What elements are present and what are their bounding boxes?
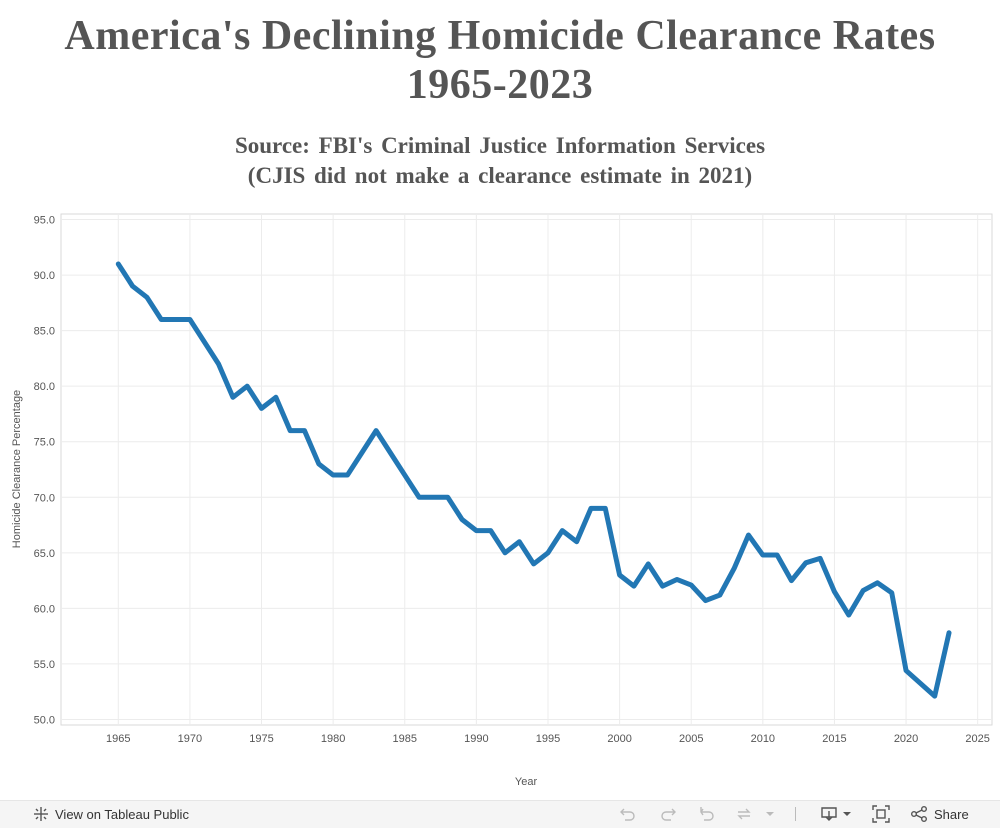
x-tick-label: 2010 [751, 733, 775, 745]
y-axis-ticks: 50.0 55.0 60.0 65.0 70.0 75.0 80.0 85.0 90.0 95.0 [34, 215, 55, 727]
undo-icon [620, 808, 635, 821]
redo-icon [661, 808, 676, 821]
x-tick-label: 1990 [464, 733, 488, 745]
share-button[interactable]: Share [910, 806, 969, 822]
y-tick-label: 75.0 [34, 437, 55, 449]
chart-subtitle: Source: FBI's Criminal Justice Informati… [0, 131, 1000, 191]
x-tick-label: 2000 [607, 733, 631, 745]
clearance-rate-line[interactable] [115, 261, 952, 699]
x-tick-label: 1970 [178, 733, 202, 745]
x-tick-label: 1975 [249, 733, 273, 745]
y-tick-label: 60.0 [34, 603, 55, 615]
y-tick-label: 50.0 [34, 714, 55, 726]
x-axis-label: Year [515, 776, 538, 788]
chart-subtitle-line-2: (CJIS did not make a clearance estimate … [247, 163, 753, 188]
chart-title-line-1: America's Declining Homicide Clearance R… [64, 13, 936, 59]
x-tick-label: 1980 [321, 733, 345, 745]
view-on-tableau-label: View on Tableau Public [55, 806, 189, 822]
y-tick-label: 85.0 [34, 326, 55, 338]
fullscreen-icon [872, 805, 890, 823]
download-icon [821, 807, 851, 821]
refresh-button[interactable] [734, 805, 754, 823]
chart-title: America's Declining Homicide Clearance R… [0, 12, 1000, 110]
y-tick-label: 70.0 [34, 492, 55, 504]
dropdown-arrow-icon [766, 812, 774, 816]
y-tick-label: 90.0 [34, 270, 55, 282]
revert-button[interactable] [698, 805, 716, 823]
fullscreen-button[interactable] [872, 805, 890, 823]
y-tick-label: 95.0 [34, 215, 55, 227]
view-on-tableau-link[interactable]: View on Tableau Public [33, 806, 189, 822]
x-tick-label: 2020 [894, 733, 918, 745]
y-axis-label: Homicide Clearance Percentage [11, 390, 23, 548]
gridlines [61, 214, 992, 725]
chart-subtitle-line-1: Source: FBI's Criminal Justice Informati… [234, 133, 766, 158]
chart-title-line-2: 1965-2023 [406, 62, 594, 108]
toolbar-divider [795, 807, 796, 821]
y-tick-label: 55.0 [34, 659, 55, 671]
x-axis-ticks: 1965 1970 1975 1980 1985 1990 1995 2000 2005 2010… [106, 733, 990, 745]
plot-area [60, 213, 993, 726]
revert-icon [700, 807, 714, 821]
download-button[interactable] [820, 805, 852, 823]
x-tick-label: 1995 [536, 733, 560, 745]
refresh-dropdown[interactable] [765, 805, 775, 823]
x-tick-label: 2015 [822, 733, 846, 745]
share-icon [911, 806, 927, 822]
tableau-toolbar: View on Tableau Public [0, 800, 1000, 828]
y-tick-label: 65.0 [34, 548, 55, 560]
refresh-icon [737, 808, 751, 820]
x-tick-label: 1985 [393, 733, 417, 745]
line-chart: 50.0 55.0 60.0 65.0 70.0 75.0 80.0 85.0 90.0 95.0… [11, 213, 993, 788]
tableau-logo-icon [34, 807, 48, 821]
undo-button[interactable] [619, 805, 637, 823]
x-tick-label: 2025 [965, 733, 989, 745]
x-tick-label: 1965 [106, 733, 130, 745]
x-tick-label: 2005 [679, 733, 703, 745]
y-tick-label: 80.0 [34, 381, 55, 393]
share-label: Share [934, 806, 969, 822]
redo-button[interactable] [659, 805, 677, 823]
